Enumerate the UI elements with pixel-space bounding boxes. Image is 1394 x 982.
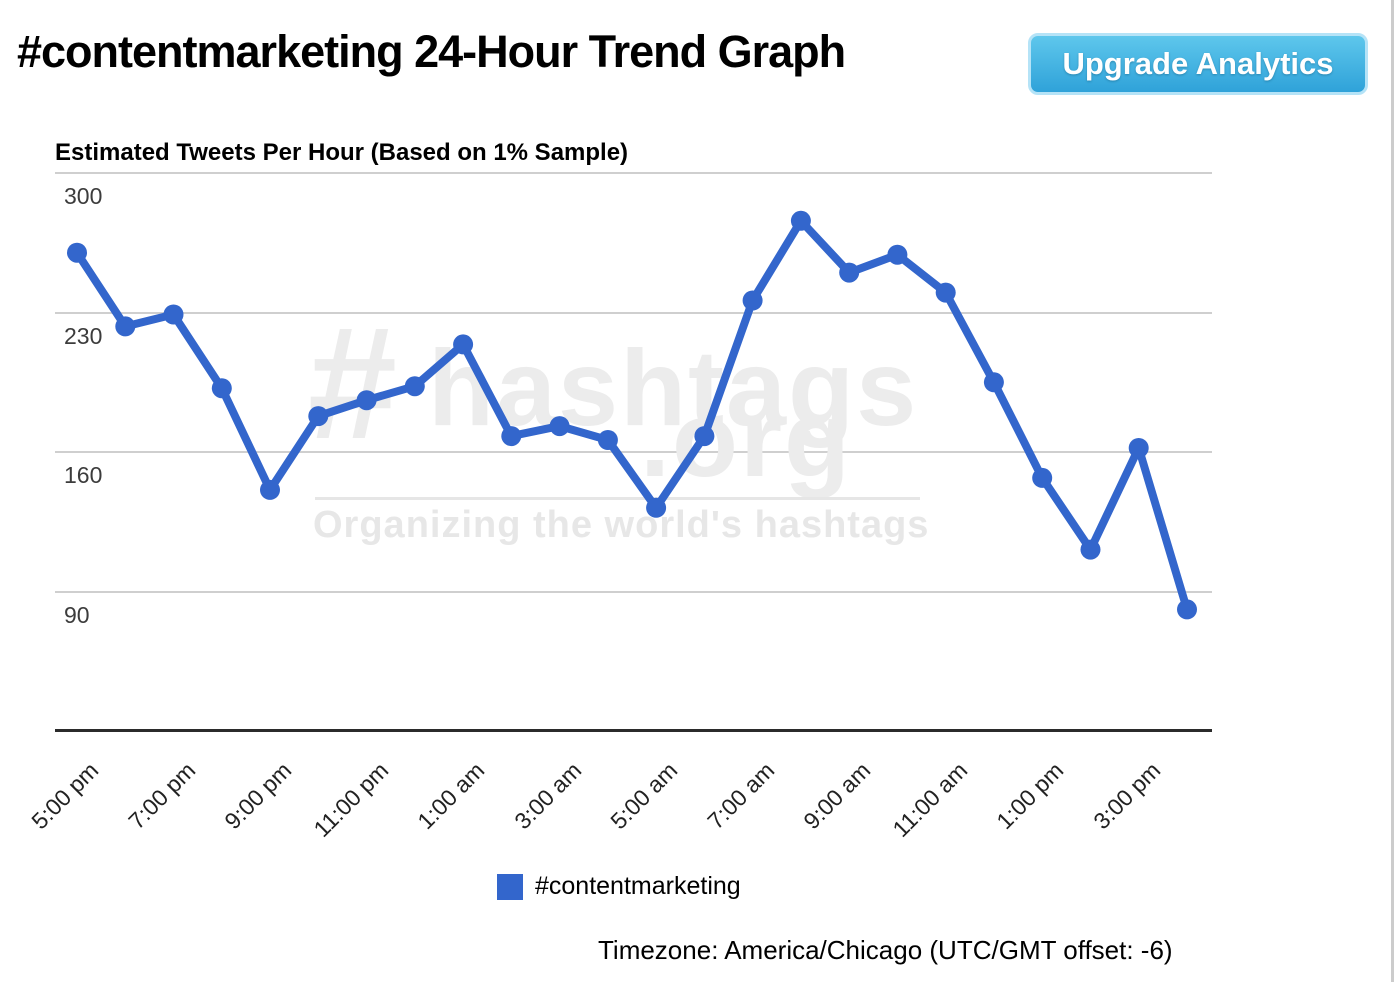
x-tick-label: 9:00 am [798, 757, 876, 835]
x-tick-label: 5:00 pm [28, 757, 104, 835]
data-point-marker [163, 304, 184, 325]
data-point-marker [115, 316, 136, 337]
data-point-marker [742, 290, 763, 311]
x-tick-label: 7:00 pm [122, 757, 200, 835]
data-point-marker [1032, 467, 1053, 488]
gridline-160 [55, 451, 1212, 453]
legend: #contentmarketing [497, 872, 741, 901]
x-tick-label: 3:00 pm [1087, 757, 1166, 835]
data-point-marker [983, 372, 1004, 393]
watermark-tld-text: .org [640, 378, 852, 499]
y-tick-label: 160 [64, 462, 103, 488]
watermark-divider [315, 497, 920, 500]
x-tick-label: 7:00 am [701, 757, 780, 835]
upgrade-analytics-button[interactable]: Upgrade Analytics [1028, 33, 1368, 95]
x-tick-label: 9:00 pm [219, 757, 297, 835]
x-tick-label: 11:00 pm [307, 757, 393, 842]
data-point-marker [211, 378, 232, 399]
data-point-marker [1128, 438, 1149, 458]
x-axis-labels: 5:00 pm 7:00 pm 9:00 pm 11:00 pm 1:00 am 3:00… [28, 740, 1388, 870]
data-point-marker [935, 282, 956, 303]
chart-subtitle: Estimated Tweets Per Hour (Based on 1% S… [55, 139, 629, 166]
y-tick-label: 300 [64, 183, 103, 209]
data-point-marker [839, 262, 860, 283]
gridline-300 [55, 172, 1212, 174]
gridline-230 [55, 312, 1212, 314]
gridline-90 [55, 591, 1212, 593]
x-axis-line [55, 729, 1212, 732]
y-tick-label: 230 [64, 323, 103, 349]
page-title: #contentmarketing 24-Hour Trend Graph [17, 26, 846, 77]
watermark-tagline: Organizing the world's hashtags [313, 504, 930, 546]
page-right-border [1391, 0, 1394, 982]
x-tick-label: 1:00 pm [991, 757, 1069, 835]
data-point-marker [790, 210, 811, 231]
data-point-marker [887, 244, 908, 265]
legend-color-swatch [497, 873, 523, 900]
legend-series-label: #contentmarketing [535, 872, 741, 900]
x-tick-label: 11:00 am [887, 757, 973, 842]
timezone-note: Timezone: America/Chicago (UTC/GMT offse… [598, 935, 1173, 965]
y-tick-label: 90 [64, 602, 90, 628]
data-point-marker [404, 376, 425, 397]
data-point-marker [1080, 539, 1101, 560]
data-point-marker [1177, 599, 1197, 620]
watermark-hash-icon: # [308, 293, 397, 472]
x-tick-label: 5:00 am [605, 757, 683, 835]
x-tick-label: 1:00 am [412, 757, 490, 835]
data-point-marker [260, 479, 280, 500]
data-point-marker [67, 242, 87, 263]
x-tick-label: 3:00 am [508, 757, 586, 835]
